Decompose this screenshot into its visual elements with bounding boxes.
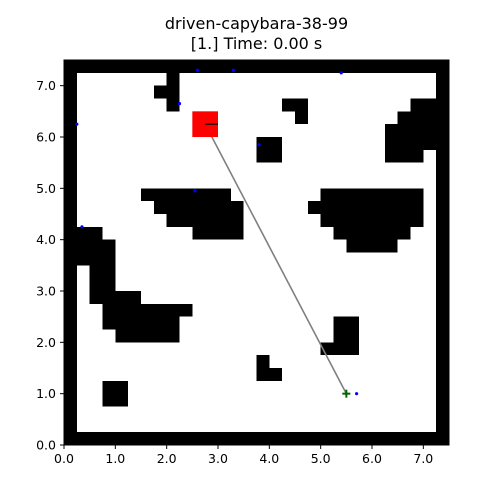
obstacle-block: [102, 380, 129, 407]
obstacle-block: [102, 316, 180, 330]
obstacle-layer: [64, 60, 449, 445]
x-tick-label: 7.0: [413, 451, 433, 466]
y-tick-label: 4.0: [36, 232, 56, 247]
y-tick-label: 6.0: [36, 130, 56, 145]
obstacle-block: [384, 124, 437, 150]
obstacle-block: [192, 226, 244, 240]
title-block: driven-capybara-38-99 [1.] Time: 0.00 s: [0, 14, 500, 54]
obstacle-block: [436, 60, 449, 445]
obstacle-block: [166, 72, 180, 112]
obstacle-block: [282, 98, 308, 112]
x-tick-label: 6.0: [362, 451, 382, 466]
y-tick-label: 5.0: [36, 181, 56, 196]
axes-layer: 0.0 1.0 2.0 3.0 4.0 5.0 6.0 7.0 0.0 1.0 2.0 3.0 4.0 5…: [36, 59, 450, 466]
x-tick-label: 4.0: [259, 451, 279, 466]
obstacle-block: [64, 60, 77, 445]
obstacle-block: [410, 98, 437, 112]
obstacle-block: [320, 214, 424, 227]
obstacle-block: [295, 111, 308, 125]
obstacle-block: [115, 329, 180, 343]
sample-point: [177, 102, 182, 106]
obstacle-block: [320, 342, 360, 356]
obstacle-block: [384, 149, 424, 163]
chart-title: driven-capybara-38-99: [164, 14, 349, 33]
obstacle-block: [153, 201, 244, 214]
sample-point: [339, 71, 343, 75]
obstacle-block: [153, 85, 167, 99]
sample-point: [80, 225, 84, 229]
sample-point: [257, 143, 261, 147]
planned-path: [204, 123, 348, 395]
y-tick-label: 0.0: [36, 438, 56, 453]
y-tick-label: 2.0: [36, 335, 56, 350]
obstacle-block: [141, 188, 231, 202]
obstacle-block: [166, 214, 244, 227]
obstacle-block: [64, 432, 449, 445]
obstacle-block: [102, 303, 193, 317]
x-tick-label: 2.0: [157, 451, 177, 466]
obstacle-block: [397, 111, 437, 125]
obstacle-block: [346, 239, 398, 253]
marker-layer: [75, 68, 359, 396]
path-layer: [192, 111, 351, 398]
obstacle-block: [76, 226, 103, 240]
sample-point: [355, 392, 359, 396]
y-tick-label: 3.0: [36, 284, 56, 299]
axes-frame: [63, 59, 450, 446]
sample-point: [231, 68, 235, 72]
x-tick-label: 0.0: [54, 451, 74, 466]
obstacle-block: [256, 137, 283, 163]
obstacle-block: [307, 201, 424, 214]
obstacle-block: [64, 60, 449, 73]
sample-point: [195, 68, 200, 72]
obstacle-block: [89, 265, 116, 291]
chart-subtitle: [1.] Time: 0.00 s: [190, 34, 323, 53]
x-tick-label: 5.0: [311, 451, 331, 466]
x-tick-label: 3.0: [208, 451, 228, 466]
obstacle-block: [256, 368, 283, 381]
x-tick-label: 1.0: [105, 451, 125, 466]
obstacle-block: [333, 226, 411, 240]
y-tick-label: 7.0: [36, 78, 56, 93]
obstacle-block: [76, 239, 116, 266]
obstacle-block: [89, 291, 141, 304]
obstacle-block: [333, 316, 360, 343]
obstacle-block: [320, 188, 424, 202]
obstacle-block: [256, 355, 270, 368]
y-tick-label: 1.0: [36, 386, 56, 401]
sample-point: [75, 122, 79, 126]
sample-point: [193, 189, 197, 193]
